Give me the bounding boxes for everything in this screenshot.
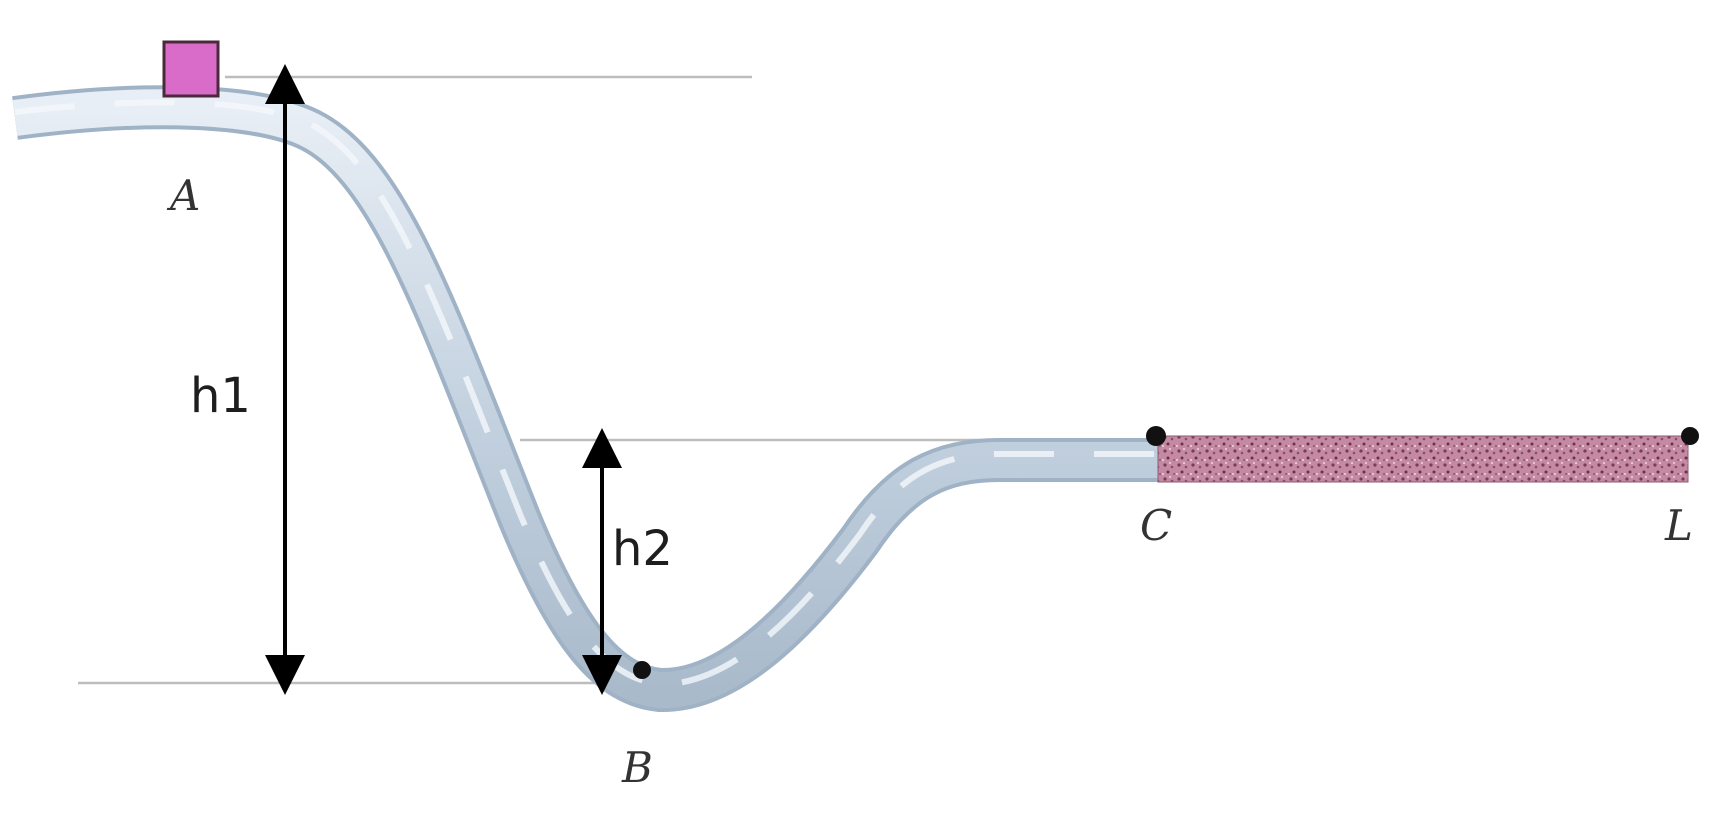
track-highlight — [14, 99, 1160, 688]
sliding-block — [162, 40, 220, 98]
point-c-label: C — [1140, 501, 1172, 550]
point-c-dot — [1146, 426, 1166, 446]
point-b-label: B — [621, 743, 653, 792]
point-l-dot — [1681, 427, 1699, 445]
point-b-dot — [633, 661, 651, 679]
point-l-label: L — [1664, 501, 1693, 550]
h1-label: h1 — [190, 368, 251, 424]
h2-label: h2 — [612, 521, 673, 577]
point-a-label: A — [166, 171, 200, 220]
rough-surface-patch — [1157, 435, 1689, 483]
